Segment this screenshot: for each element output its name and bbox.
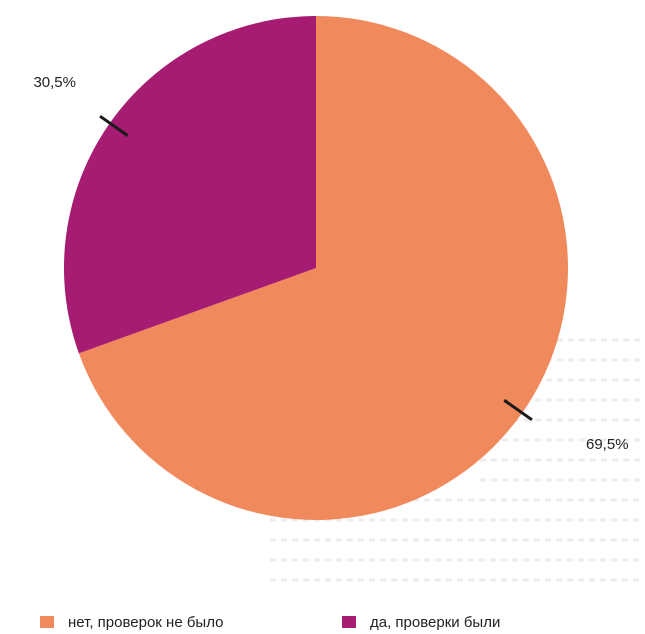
pie-slices — [63, 16, 569, 520]
pie-data-labels: 69,5% 30,5% — [33, 74, 628, 453]
leader-line-1 — [503, 399, 533, 422]
legend: нет, проверок не было да, проверки были — [40, 614, 500, 631]
background-building-watermark — [270, 338, 640, 582]
data-label-1: 69,5% — [586, 436, 629, 453]
data-label-2: 30,5% — [33, 74, 76, 91]
legend-swatch-2 — [342, 616, 356, 628]
legend-label-1: нет, проверок не было — [68, 614, 223, 631]
pie-slice-2 — [63, 16, 317, 354]
legend-label-2: да, проверки были — [370, 614, 500, 631]
leader-line-2 — [99, 114, 129, 137]
legend-swatch-1 — [40, 616, 54, 628]
pie-slice-1 — [78, 16, 569, 520]
